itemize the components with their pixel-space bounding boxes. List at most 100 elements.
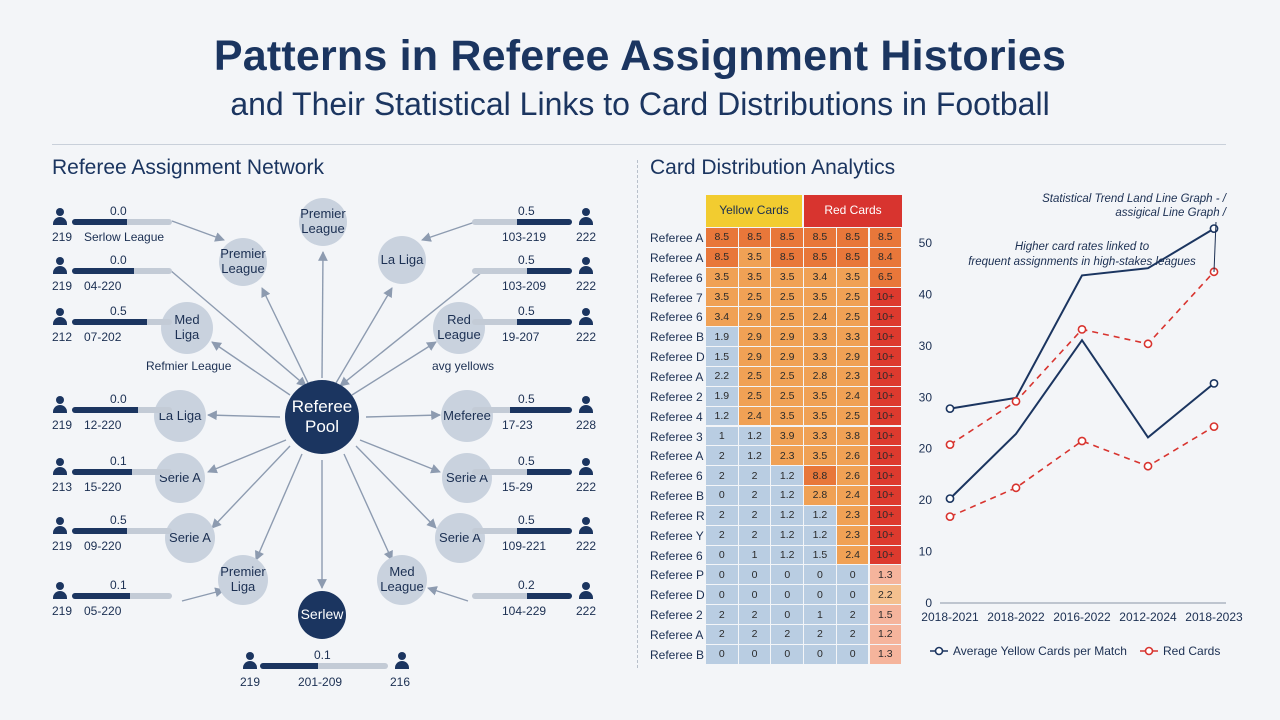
league-node[interactable]: Serie A — [435, 513, 485, 563]
heatmap-row-label: Referee A — [650, 231, 704, 245]
heatmap-row-label: Referee P — [650, 568, 705, 583]
y-tick-label: 20 — [919, 442, 933, 456]
chart-title: Statistical Trend Land Line Graph - / — [1042, 193, 1228, 205]
legend-marker — [934, 646, 944, 656]
referee-range: 103-209 — [502, 279, 547, 293]
person-icon — [578, 308, 594, 326]
heatmap-cell: 3.5 — [804, 386, 836, 406]
league-node[interactable]: Serie A — [442, 453, 492, 503]
heatmap-cell: 8.5 — [804, 247, 836, 267]
heatmap-cell: 10+ — [869, 545, 902, 565]
heatmap-cell: 2.9 — [771, 347, 804, 366]
heatmap-row-label: Referee 6 — [650, 548, 703, 563]
referee-rate: 0.1 — [314, 648, 331, 662]
heatmap-cell: 2 — [738, 625, 771, 644]
series-line — [949, 338, 1215, 500]
league-node[interactable]: La Liga — [378, 236, 426, 284]
heatmap-cell: 3.5 — [706, 267, 738, 287]
heatmap-cell: 10+ — [869, 406, 902, 426]
referee-rate: 0.5 — [518, 204, 535, 218]
heatmap-cell: 3.4 — [706, 307, 738, 327]
referee-count: 219 — [52, 418, 73, 432]
heatmap-cell: 1 — [706, 426, 738, 446]
league-node[interactable]: Serie A — [165, 513, 215, 563]
referee-rate: 0.5 — [518, 304, 535, 318]
referee-pool-hub[interactable]: Referee Pool — [285, 380, 359, 454]
data-point — [1011, 396, 1021, 406]
referee-count: 228 — [576, 418, 597, 432]
heatmap-row-label: Referee B — [650, 647, 705, 662]
heatmap-cell: 0 — [771, 565, 804, 585]
y-tick-label: 20 — [919, 493, 933, 507]
referee-rate: 0.5 — [518, 454, 535, 468]
league-node[interactable]: Premier Liga — [218, 555, 268, 605]
heatmap-cell: 2.5 — [771, 287, 804, 307]
assignment-bar — [72, 268, 172, 274]
referee-range: 12-220 — [84, 418, 122, 432]
heatmap-cell: 2.5 — [836, 287, 869, 307]
heatmap-cell: 0 — [771, 605, 804, 624]
heatmap-cell: 0 — [804, 644, 836, 664]
assignment-bar — [472, 219, 572, 225]
heatmap-cell: 8.5 — [771, 247, 804, 267]
heatmap-cell: 2.9 — [738, 307, 771, 327]
heatmap-cell: 10+ — [869, 307, 902, 327]
referee-count: 222 — [576, 604, 597, 618]
x-tick-label: 2018-2022 — [987, 610, 1045, 624]
referee-count: 219 — [240, 675, 261, 689]
data-point — [1209, 378, 1219, 388]
y-tick-label: 30 — [919, 339, 933, 353]
assignment-bar — [472, 319, 572, 325]
league-node[interactable]: Premier League — [219, 238, 267, 286]
heatmap-cell: 0 — [706, 644, 738, 664]
heatmap-cell: 2.4 — [836, 545, 869, 565]
heatmap-cell: 10+ — [869, 466, 902, 486]
heatmap-row-label: Referee 3 — [650, 429, 703, 444]
league-node[interactable]: Med League — [377, 555, 427, 605]
assignment-bar — [72, 593, 172, 599]
y-tick-label: 40 — [919, 287, 933, 301]
league-node[interactable]: Meferee — [441, 390, 493, 442]
heatmap-row-label: Referee D — [650, 350, 705, 365]
heatmap-cell: 3.5 — [706, 287, 738, 307]
heatmap-cell: 2 — [706, 625, 738, 644]
heatmap-cell: 2 — [804, 625, 836, 644]
heatmap-cell: 2.9 — [836, 347, 869, 366]
referee-count: 212 — [52, 330, 73, 344]
heatmap-cell: 10+ — [869, 386, 902, 406]
heatmap-cell: 3.3 — [804, 347, 836, 366]
referee-count: 213 — [52, 480, 73, 494]
heatmap-cell: 1.2 — [771, 466, 804, 486]
heatmap-cell: 1.2 — [869, 625, 902, 644]
heatmap-cell: 1.2 — [771, 525, 804, 545]
heatmap-cell: 0 — [771, 644, 804, 664]
league-node[interactable]: Med Liga — [161, 302, 213, 354]
heatmap-cell: 2.3 — [836, 366, 869, 386]
section-divider — [637, 160, 638, 668]
y-tick-label: 30 — [919, 390, 933, 404]
heatmap-cell: 1.3 — [869, 644, 902, 664]
heatmap-cell: 2.9 — [771, 327, 804, 347]
heatmap-cell: 3.5 — [804, 406, 836, 426]
referee-range: 201-209 — [298, 675, 343, 689]
heatmap-cell: 1.2 — [706, 406, 738, 426]
assignment-bar — [72, 407, 172, 413]
person-icon — [52, 257, 68, 275]
heatmap-row-label: Referee 2 — [650, 608, 703, 623]
annotation-league: Refmier League — [146, 359, 232, 373]
heatmap-cell: 3.9 — [771, 426, 804, 446]
heatmap-cell: 2.6 — [836, 446, 869, 466]
referee-range: 17-23 — [502, 418, 533, 432]
league-node[interactable]: Red League — [433, 302, 485, 354]
assignment-bar — [472, 407, 572, 413]
referee-count: 219 — [52, 539, 73, 553]
heatmap-cell: 10+ — [869, 327, 902, 347]
referee-range: 07-202 — [84, 330, 122, 344]
league-node[interactable]: Premier League — [299, 198, 347, 246]
league-node[interactable]: Serlew — [298, 591, 346, 639]
heatmap-cell: 6.5 — [869, 267, 902, 287]
heatmap-cell: 2.4 — [804, 307, 836, 327]
heatmap-cell: 1.2 — [738, 426, 771, 446]
heatmap-cell: 0 — [706, 486, 738, 505]
data-point — [1077, 324, 1087, 334]
